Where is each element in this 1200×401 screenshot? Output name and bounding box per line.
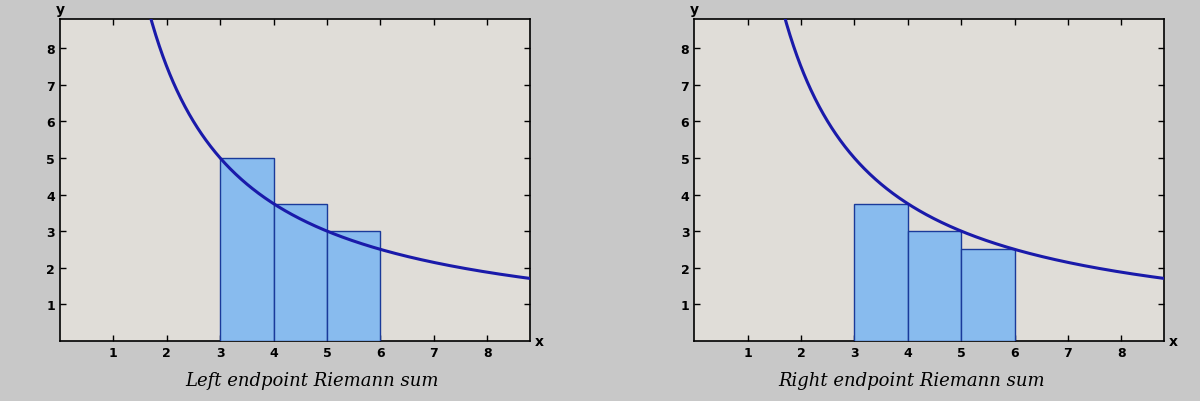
Bar [961,250,1014,341]
Text: y: y [690,3,698,17]
Text: Left endpoint Riemann sum: Left endpoint Riemann sum [185,371,439,389]
Text: Right endpoint Riemann sum: Right endpoint Riemann sum [779,371,1045,389]
Bar [274,204,326,341]
Bar [326,231,380,341]
Text: x: x [534,334,544,348]
Bar [854,204,907,341]
Text: y: y [55,3,65,17]
Bar [220,158,274,341]
Text: x: x [1169,334,1177,348]
Bar [907,231,961,341]
